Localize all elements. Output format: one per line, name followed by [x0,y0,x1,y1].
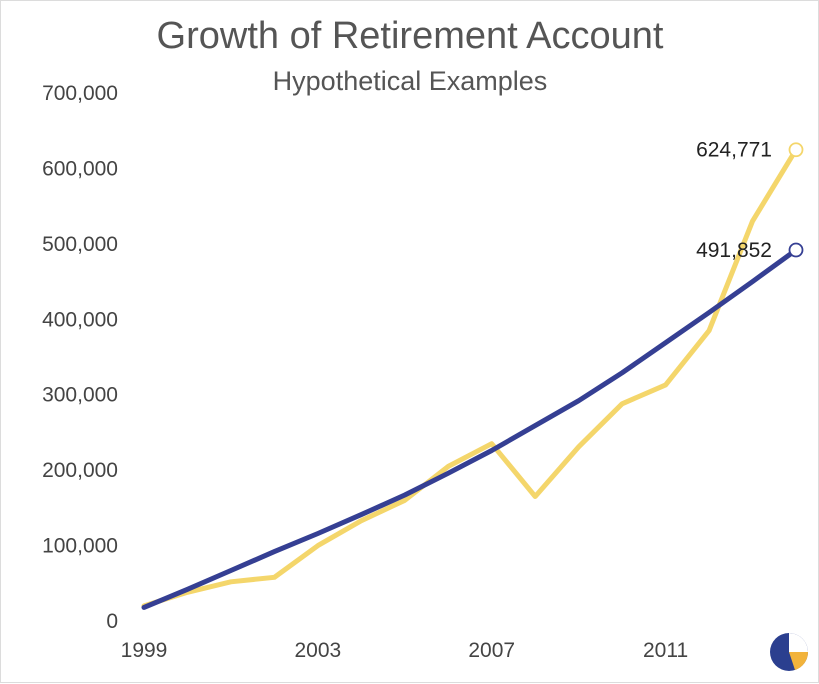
chart-title: Growth of Retirement Account [157,15,664,57]
x-tick-label: 2003 [295,639,342,662]
y-tick-label: 100,000 [42,535,118,558]
end-value-label: 624,771 [696,139,772,162]
pie-chart-logo-icon [770,633,808,671]
data-labels: 491,852 624,771 [696,139,772,262]
y-tick-label: 600,000 [42,157,118,180]
y-tick-label: 0 [106,610,118,633]
x-tick-label: 1999 [121,639,168,662]
x-tick-label: 2011 [643,639,688,662]
x-axis: 1999 2003 2007 2011 [121,639,689,662]
y-tick-label: 500,000 [42,233,118,256]
series-layer [141,142,804,610]
x-tick-label: 2007 [468,639,515,662]
y-tick-label: 400,000 [42,308,118,331]
y-tick-label: 200,000 [42,459,118,482]
end-point-marker [788,142,804,158]
y-tick-label: 300,000 [42,384,118,407]
end-point-marker [788,242,804,258]
y-axis: 0 100,000 200,000 300,000 400,000 500,000 600,… [42,82,118,633]
end-value-label: 491,852 [696,239,772,262]
series-line-1 [141,147,799,609]
series-line-0 [141,247,799,610]
y-tick-label: 700,000 [42,82,118,105]
chart-subtitle: Hypothetical Examples [273,66,548,96]
